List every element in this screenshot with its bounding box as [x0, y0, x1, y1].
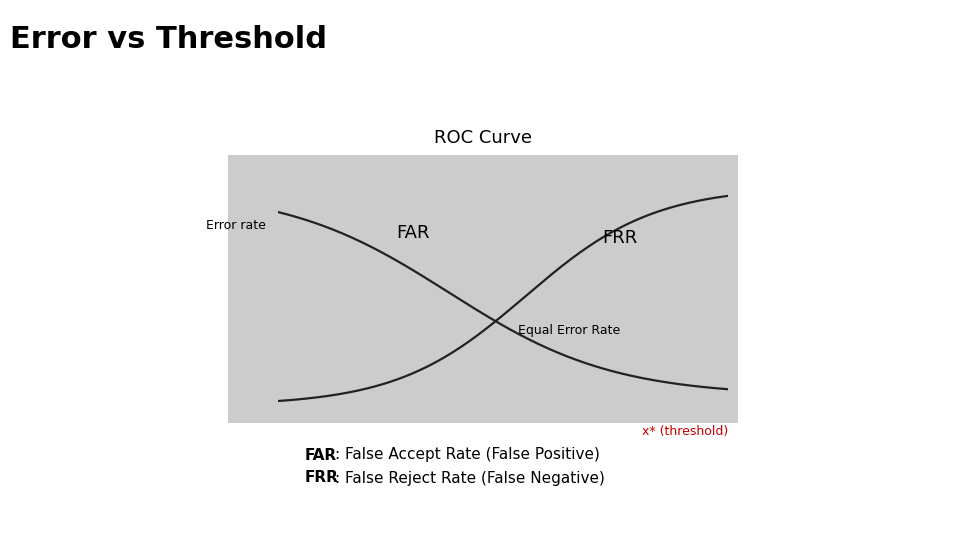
Text: : False Reject Rate (False Negative): : False Reject Rate (False Negative): [335, 470, 605, 485]
Text: ROC Curve: ROC Curve: [434, 129, 532, 147]
Text: FRR: FRR: [305, 470, 339, 485]
Bar: [228, 155, 738, 423]
Text: : False Accept Rate (False Positive): : False Accept Rate (False Positive): [335, 448, 600, 462]
Text: Error rate: Error rate: [206, 219, 266, 232]
Text: Equal Error Rate: Equal Error Rate: [518, 325, 620, 338]
Text: FAR: FAR: [396, 224, 430, 242]
Text: FRR: FRR: [602, 229, 637, 247]
Text: FAR: FAR: [305, 448, 337, 462]
Text: Error vs Threshold: Error vs Threshold: [10, 25, 327, 54]
Text: x* (threshold): x* (threshold): [641, 425, 728, 438]
